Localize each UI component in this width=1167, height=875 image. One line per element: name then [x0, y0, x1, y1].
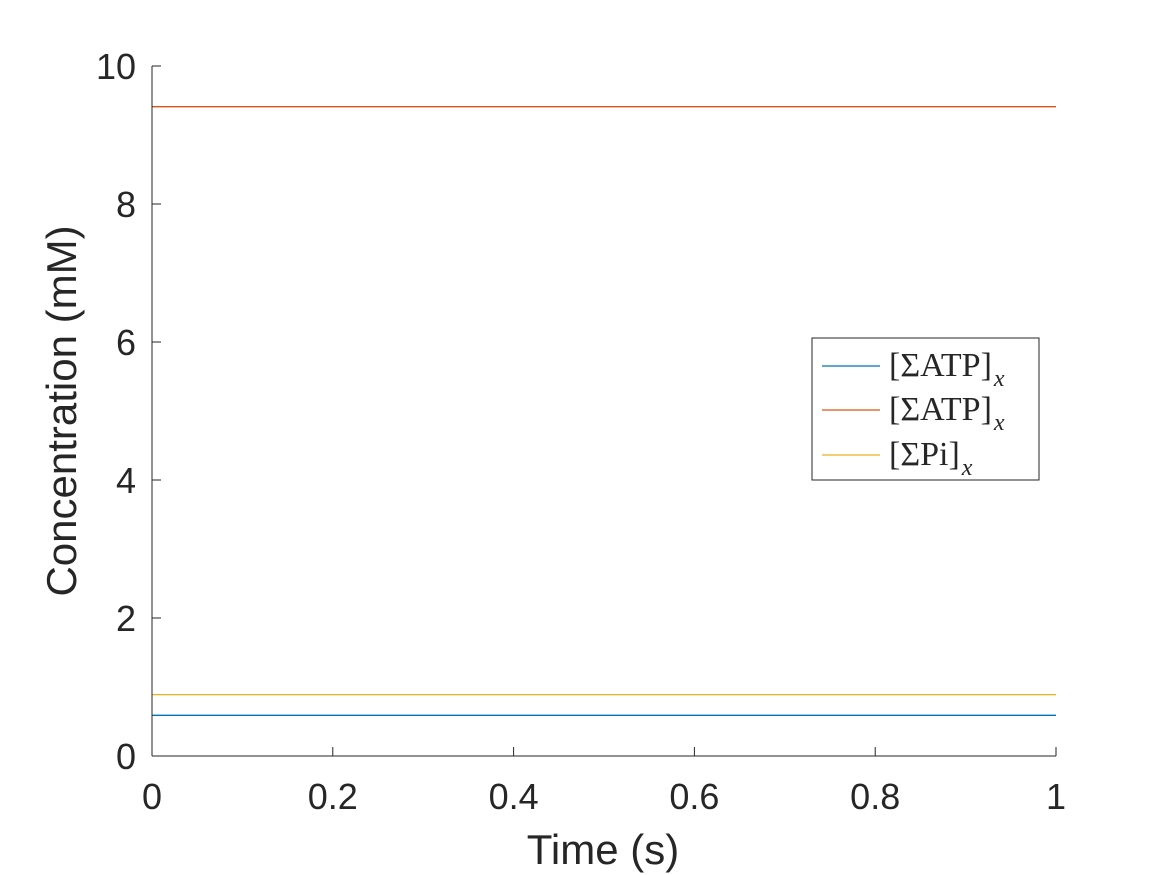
legend-items: [ΣATP]x[ΣATP]x[ΣPi]x	[822, 347, 1005, 481]
y-tick-label: 10	[96, 46, 136, 87]
x-tick-label: 1	[1046, 776, 1066, 817]
x-tick-label: 0.8	[850, 776, 900, 817]
x-tick-label: 0	[142, 776, 162, 817]
legend-label-1: [ΣATP]x	[889, 347, 1005, 392]
y-tick-label: 6	[116, 322, 136, 363]
y-axis-title: Concentration (mM)	[38, 225, 85, 596]
x-tick-label: 0.4	[489, 776, 539, 817]
x-tick-label: 0.6	[669, 776, 719, 817]
y-tick-label: 4	[116, 460, 136, 501]
y-tick-label: 0	[116, 736, 136, 777]
legend-label-2: [ΣATP]x	[889, 391, 1005, 436]
legend: [ΣATP]x[ΣATP]x[ΣPi]x	[811, 337, 1040, 481]
y-tick-label: 2	[116, 598, 136, 639]
x-axis-title: Time (s)	[527, 826, 679, 873]
x-tick-label: 0.2	[308, 776, 358, 817]
y-tick-label: 8	[116, 184, 136, 225]
legend-label-3: [ΣPi]x	[889, 436, 973, 481]
series-layer	[152, 106, 1056, 716]
legend-box	[811, 337, 1040, 481]
